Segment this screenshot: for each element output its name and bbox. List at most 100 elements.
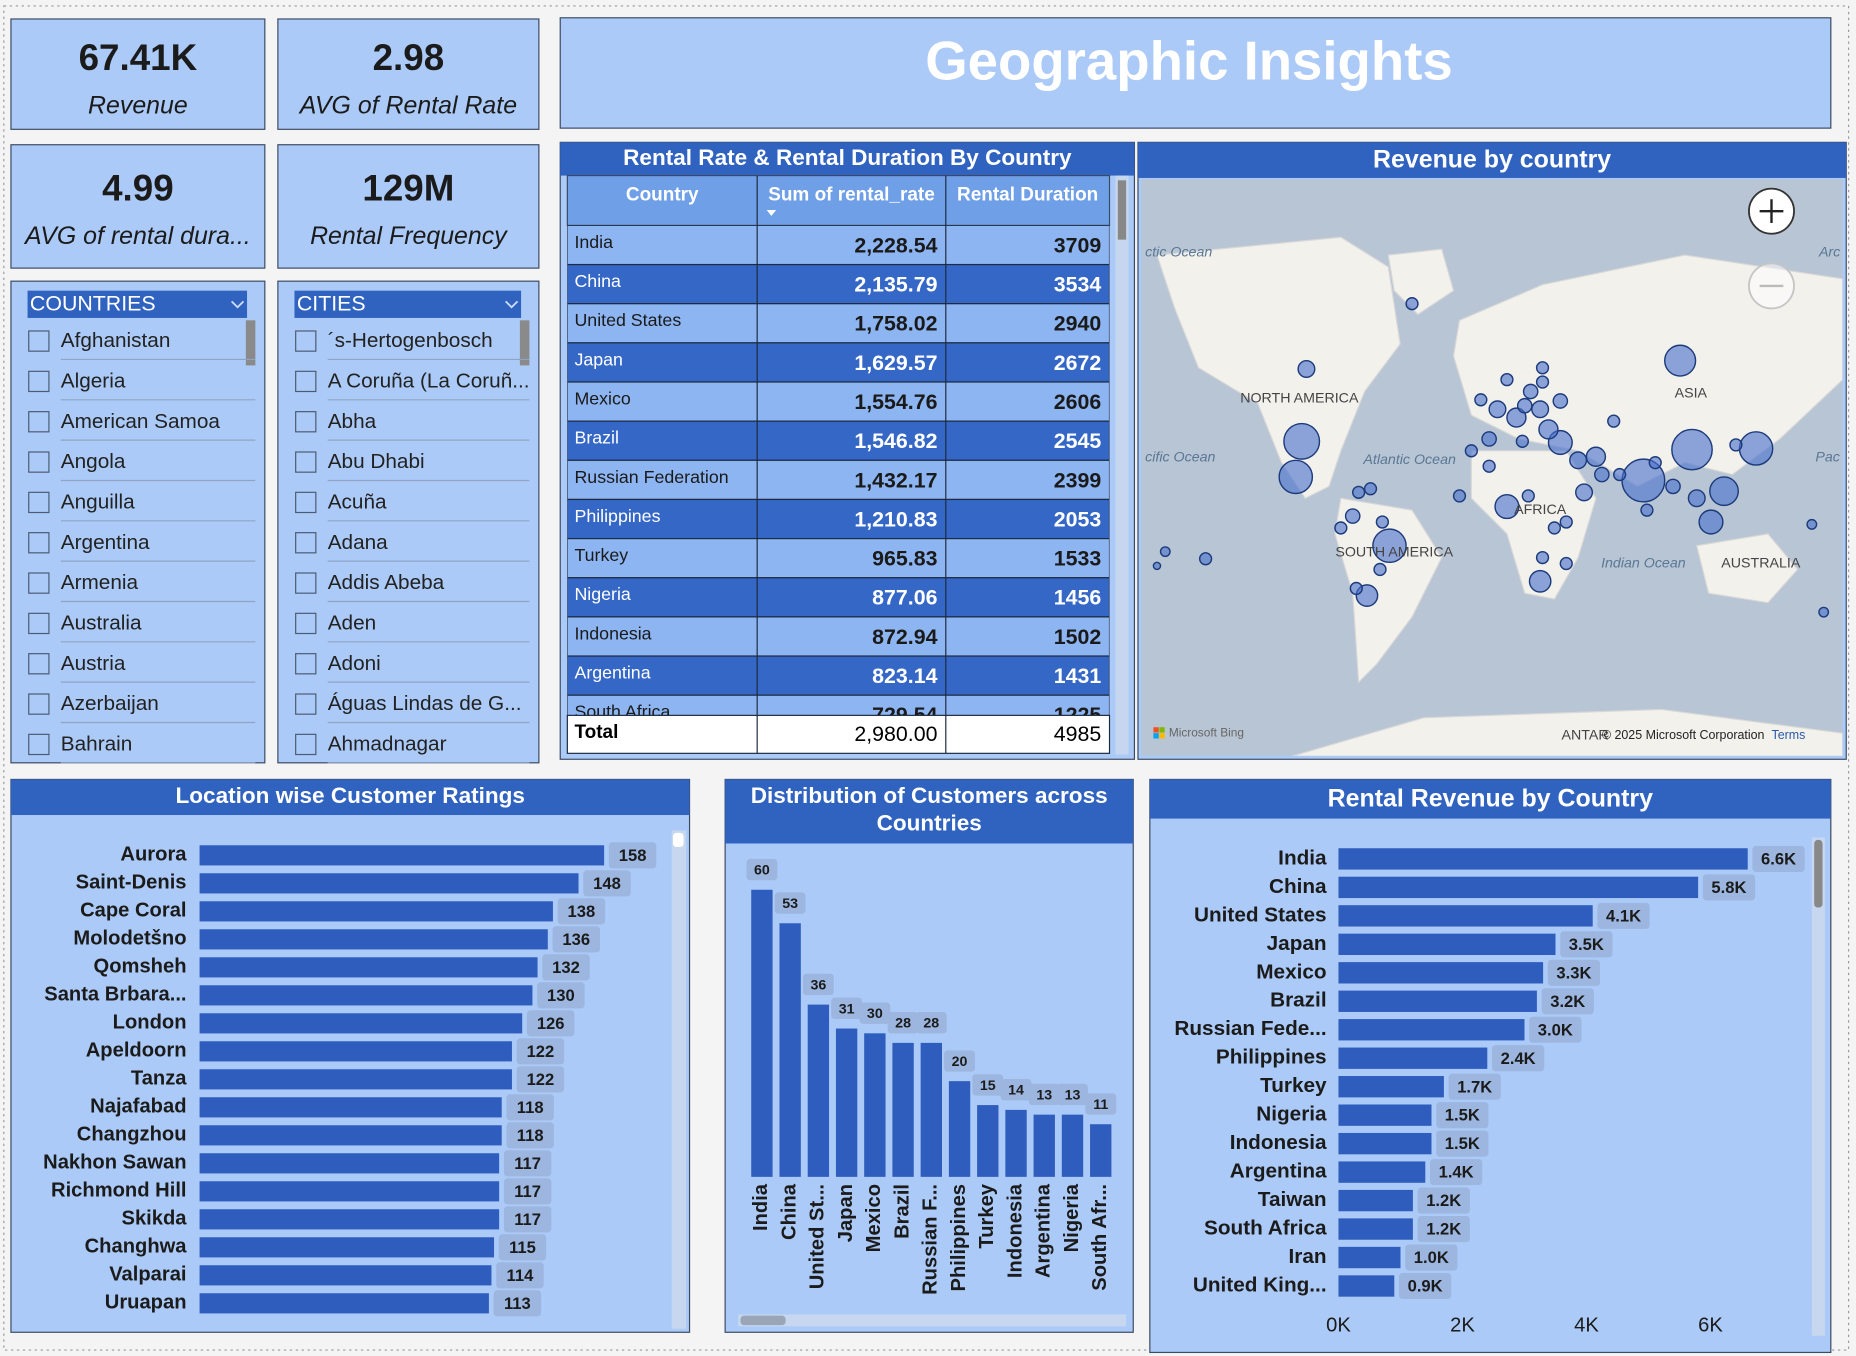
checkbox[interactable] bbox=[295, 532, 317, 554]
checkbox[interactable] bbox=[28, 491, 50, 514]
checkbox[interactable] bbox=[28, 733, 50, 756]
slicer-item[interactable]: Austria bbox=[61, 652, 126, 675]
slicer-item[interactable]: Adoni bbox=[328, 652, 381, 675]
map-terms[interactable]: Terms bbox=[1771, 728, 1805, 742]
slicer-item[interactable]: Ahmadnagar bbox=[328, 733, 447, 756]
scrollbar-thumb[interactable] bbox=[672, 832, 684, 848]
bar[interactable] bbox=[199, 1237, 495, 1258]
slicer-item[interactable]: Adana bbox=[328, 531, 388, 554]
checkbox[interactable] bbox=[295, 411, 317, 433]
bar[interactable] bbox=[1338, 1047, 1488, 1069]
bar[interactable] bbox=[1338, 962, 1544, 984]
bar[interactable] bbox=[199, 1153, 500, 1174]
slicer-item[interactable]: Angola bbox=[61, 450, 126, 473]
bar[interactable] bbox=[199, 1041, 512, 1062]
bar[interactable] bbox=[1338, 1275, 1395, 1297]
bar[interactable] bbox=[199, 901, 553, 922]
bar[interactable] bbox=[1338, 933, 1556, 956]
bar[interactable] bbox=[199, 929, 548, 950]
slicer-item[interactable]: Acuña bbox=[328, 490, 387, 513]
bar[interactable] bbox=[807, 1004, 830, 1177]
bar[interactable] bbox=[1338, 1104, 1432, 1126]
slicer-item[interactable]: A Coruña (La Coruñ... bbox=[328, 369, 530, 392]
scrollbar-thumb[interactable] bbox=[1814, 839, 1823, 908]
bar[interactable] bbox=[199, 1265, 492, 1286]
bar[interactable] bbox=[1338, 1019, 1525, 1041]
slicer-item[interactable]: ´s-Hertogenbosch bbox=[328, 329, 493, 352]
bar[interactable] bbox=[1338, 1161, 1426, 1183]
slicer-item[interactable]: Addis Abeba bbox=[328, 571, 445, 594]
slicer-item[interactable]: Abha bbox=[328, 410, 377, 433]
slicer-item[interactable]: Abu Dhabi bbox=[328, 450, 425, 473]
bar[interactable] bbox=[864, 1033, 886, 1177]
bar[interactable] bbox=[1338, 1132, 1432, 1155]
bar[interactable] bbox=[199, 1125, 502, 1146]
checkbox[interactable] bbox=[28, 572, 50, 594]
scrollbar-thumb[interactable] bbox=[740, 1315, 786, 1326]
slicer-item[interactable]: Anguilla bbox=[61, 490, 135, 513]
bar[interactable] bbox=[199, 873, 579, 894]
checkbox[interactable] bbox=[28, 653, 50, 675]
bar[interactable] bbox=[199, 1097, 502, 1118]
slicer-item[interactable]: Aden bbox=[328, 612, 376, 635]
checkbox[interactable] bbox=[295, 693, 317, 715]
bar[interactable] bbox=[1338, 1218, 1413, 1240]
bar[interactable] bbox=[751, 889, 773, 1177]
bar[interactable] bbox=[1338, 905, 1593, 927]
checkbox[interactable] bbox=[295, 653, 317, 675]
slicer-item[interactable]: Águas Lindas de G... bbox=[328, 692, 522, 715]
checkbox[interactable] bbox=[295, 733, 317, 756]
bar[interactable] bbox=[199, 1293, 489, 1314]
dropdown-chevron[interactable] bbox=[505, 300, 519, 309]
dropdown-chevron[interactable] bbox=[230, 300, 245, 309]
bar[interactable] bbox=[1338, 1189, 1413, 1212]
bar[interactable] bbox=[1338, 1246, 1401, 1269]
column-title[interactable]: Rental Duration bbox=[957, 185, 1098, 206]
slicer-item[interactable]: American Samoa bbox=[61, 410, 221, 433]
bar[interactable] bbox=[1338, 876, 1699, 899]
bar[interactable] bbox=[199, 1181, 500, 1202]
bar[interactable] bbox=[892, 1042, 914, 1177]
bar[interactable] bbox=[779, 923, 801, 1177]
slicer-item[interactable]: Azerbaijan bbox=[61, 692, 159, 715]
slicer-item[interactable]: Afghanistan bbox=[61, 329, 171, 352]
bar[interactable] bbox=[1338, 1076, 1444, 1098]
scrollbar-thumb[interactable] bbox=[1117, 180, 1127, 240]
slicer-item[interactable]: Australia bbox=[61, 612, 142, 635]
slicer-item[interactable]: Algeria bbox=[61, 369, 126, 392]
bar[interactable] bbox=[1033, 1114, 1055, 1177]
bar[interactable] bbox=[1338, 848, 1748, 870]
bar[interactable] bbox=[1090, 1124, 1112, 1177]
slicer-item[interactable]: Armenia bbox=[61, 571, 139, 594]
checkbox[interactable] bbox=[295, 491, 317, 514]
bar[interactable] bbox=[1061, 1114, 1084, 1177]
checkbox[interactable] bbox=[28, 330, 50, 352]
bar[interactable] bbox=[977, 1105, 999, 1177]
bar[interactable] bbox=[199, 1069, 512, 1090]
bar[interactable] bbox=[835, 1028, 858, 1177]
checkbox[interactable] bbox=[28, 612, 50, 635]
checkbox[interactable] bbox=[295, 612, 317, 635]
bar[interactable] bbox=[199, 845, 605, 866]
checkbox[interactable] bbox=[28, 451, 50, 473]
bar[interactable] bbox=[920, 1042, 942, 1177]
slicer-item[interactable]: Argentina bbox=[61, 531, 150, 554]
column-title[interactable]: Sum of rental_rate bbox=[768, 185, 935, 206]
checkbox[interactable] bbox=[28, 370, 50, 393]
bar[interactable] bbox=[199, 957, 538, 978]
bar[interactable] bbox=[199, 985, 533, 1006]
bar[interactable] bbox=[199, 1013, 523, 1034]
checkbox[interactable] bbox=[28, 411, 50, 433]
bar[interactable] bbox=[1005, 1109, 1027, 1177]
checkbox[interactable] bbox=[28, 693, 50, 715]
slicer-item[interactable]: Bahrain bbox=[61, 733, 133, 756]
checkbox[interactable] bbox=[295, 330, 317, 352]
checkbox[interactable] bbox=[295, 572, 317, 594]
bar[interactable] bbox=[1338, 990, 1537, 1012]
checkbox[interactable] bbox=[295, 370, 317, 393]
checkbox[interactable] bbox=[295, 451, 317, 473]
column-title[interactable]: Country bbox=[626, 185, 699, 206]
bar[interactable] bbox=[199, 1209, 500, 1230]
bar[interactable] bbox=[948, 1081, 971, 1177]
checkbox[interactable] bbox=[28, 532, 50, 554]
